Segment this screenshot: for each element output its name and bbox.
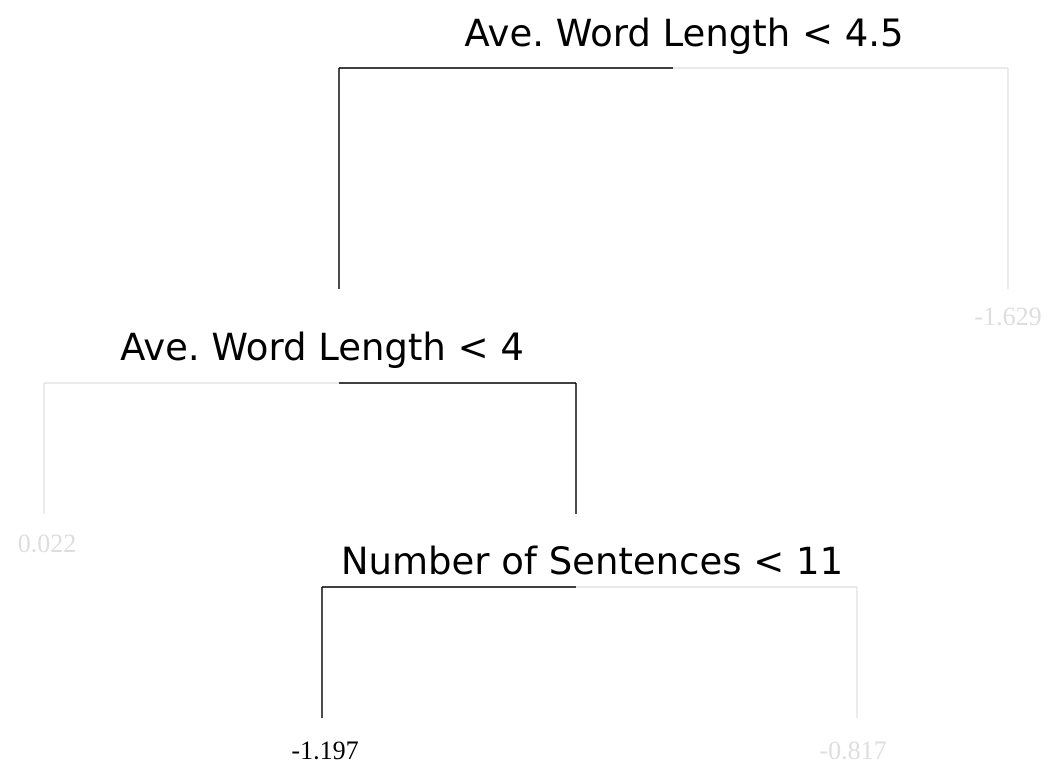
leaf-value-second-left: 0.022 (18, 529, 77, 558)
leaf-value-third-right: -0.817 (819, 736, 886, 765)
split-node-third: Number of Sentences < 11 (321, 540, 858, 718)
split-label-second: Ave. Word Length < 4 (120, 326, 524, 369)
split-label-third: Number of Sentences < 11 (341, 540, 843, 583)
split-node-root: Ave. Word Length < 4.5 (338, 12, 1009, 289)
leaf-value-root-right: -1.629 (974, 302, 1041, 331)
leaf-value-third-left: -1.197 (291, 736, 358, 765)
split-label-root: Ave. Word Length < 4.5 (464, 12, 903, 55)
split-node-second: Ave. Word Length < 4 (43, 326, 577, 514)
